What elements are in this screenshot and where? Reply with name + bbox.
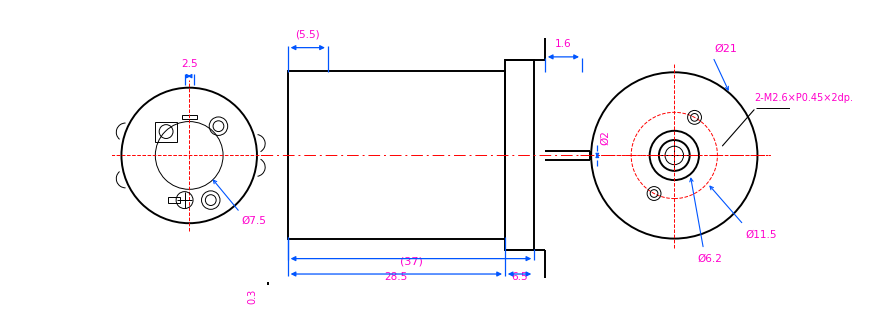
Bar (505, 60, 534, 250)
Text: 0.3: 0.3 (247, 289, 257, 304)
Text: 6.5: 6.5 (511, 272, 528, 282)
Bar (181, 115, 197, 119)
Text: Ø21: Ø21 (715, 44, 737, 54)
Bar (168, 197, 180, 203)
Text: Ø2: Ø2 (600, 130, 611, 145)
Text: 1.6: 1.6 (555, 39, 572, 49)
Text: 2.5: 2.5 (181, 59, 197, 69)
Text: Ø11.5: Ø11.5 (745, 229, 777, 239)
Text: 28.5: 28.5 (385, 272, 408, 282)
Text: Ø7.5: Ø7.5 (242, 215, 267, 226)
Text: (37): (37) (400, 256, 422, 266)
Text: Ø6.2: Ø6.2 (698, 254, 722, 264)
Bar (288, 71, 505, 239)
Bar (156, 122, 177, 141)
Text: (5.5): (5.5) (296, 30, 320, 40)
Text: 2-M2.6×P0.45×2dp.: 2-M2.6×P0.45×2dp. (754, 93, 854, 103)
